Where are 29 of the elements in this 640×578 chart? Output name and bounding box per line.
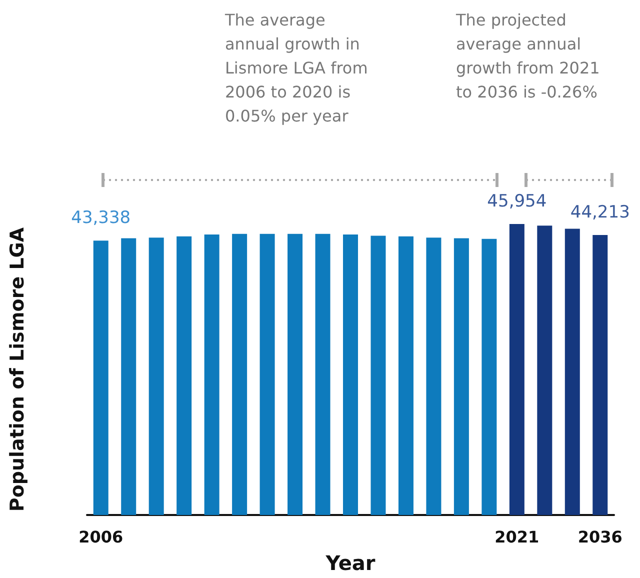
bar	[204, 234, 220, 515]
data-label: 45,954	[487, 192, 547, 212]
bar	[370, 236, 386, 515]
bar	[564, 228, 580, 515]
bar	[509, 224, 524, 515]
bar	[398, 236, 414, 515]
bar	[260, 234, 275, 515]
bar	[288, 234, 303, 515]
bar	[454, 238, 469, 515]
bar	[592, 235, 608, 515]
x-tick-label: 2006	[78, 528, 124, 546]
bar	[176, 236, 192, 515]
y-axis-title: Population of Lismore LGA	[6, 227, 28, 512]
bar	[93, 240, 108, 515]
bar	[148, 238, 164, 515]
x-tick-label: 2036	[578, 528, 622, 546]
x-tick-label: 2021	[494, 528, 540, 546]
bar	[426, 238, 442, 515]
x-axis-title: Year	[324, 551, 376, 575]
bar	[121, 238, 136, 515]
bar	[232, 234, 248, 515]
text: The projected average annual growth from 2021 to 2036 is -0.26%	[455, 10, 605, 102]
text: The average annual growth in Lismore LGA from 2006 to 2020 is 0.05% per year	[224, 10, 373, 126]
bar	[343, 234, 358, 515]
bar	[315, 234, 330, 515]
bar	[537, 226, 552, 515]
data-label: 43,338	[71, 208, 131, 228]
data-label: 44,213	[570, 202, 630, 223]
bar	[482, 238, 497, 515]
